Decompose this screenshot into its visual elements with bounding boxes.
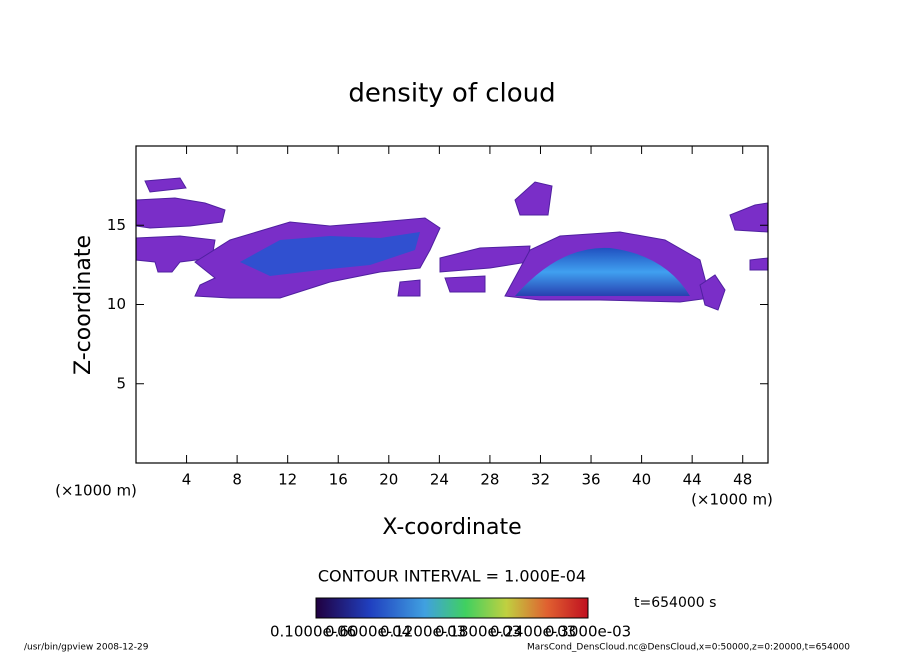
colorbar-label: 0.2400e-03 — [490, 623, 576, 641]
time-label: t=654000 s — [634, 595, 716, 611]
y-tick-label: 5 — [116, 374, 126, 392]
x-tick-label: 28 — [480, 471, 499, 489]
y-unit: (×1000 m) — [55, 482, 137, 500]
cloud-core — [240, 232, 690, 296]
colorbar-label: 0.3000e-03 — [545, 623, 631, 641]
x-tick-label: 24 — [430, 471, 449, 489]
x-tick-label: 4 — [182, 471, 192, 489]
x-tick-label: 16 — [329, 471, 348, 489]
chart-title: density of cloud — [348, 79, 555, 109]
x-axis-label: X-coordinate — [382, 515, 521, 540]
x-tick-label: 8 — [232, 471, 242, 489]
colorbar-label: 0.1000e-06 — [270, 623, 356, 641]
x-tick-label: 20 — [379, 471, 398, 489]
contour-interval: CONTOUR INTERVAL = 1.000E-04 — [318, 567, 586, 586]
x-tick-label: 32 — [531, 471, 550, 489]
colorbar-label: 0.6000e-04 — [325, 623, 411, 641]
colorbar-label: 0.1800e-03 — [435, 623, 521, 641]
footer-right: MarsCond_DensCloud.nc@DensCloud,x=0:5000… — [527, 643, 850, 653]
y-tick-label: 10 — [107, 295, 126, 313]
x-tick-label: 40 — [632, 471, 651, 489]
colorbar-label: 0.1200e-03 — [380, 623, 466, 641]
x-unit: (×1000 m) — [691, 491, 773, 509]
x-tick-label: 12 — [278, 471, 297, 489]
x-tick-label: 48 — [733, 471, 752, 489]
x-tick-label: 36 — [581, 471, 600, 489]
x-tick-label: 44 — [683, 471, 702, 489]
plot-frame — [135, 145, 769, 464]
y-tick-label: 15 — [107, 216, 126, 234]
footer-left: /usr/bin/gpview 2008-12-29 — [24, 643, 149, 653]
y-axis-label: Z-coordinate — [71, 235, 96, 375]
colorbar — [315, 597, 589, 619]
